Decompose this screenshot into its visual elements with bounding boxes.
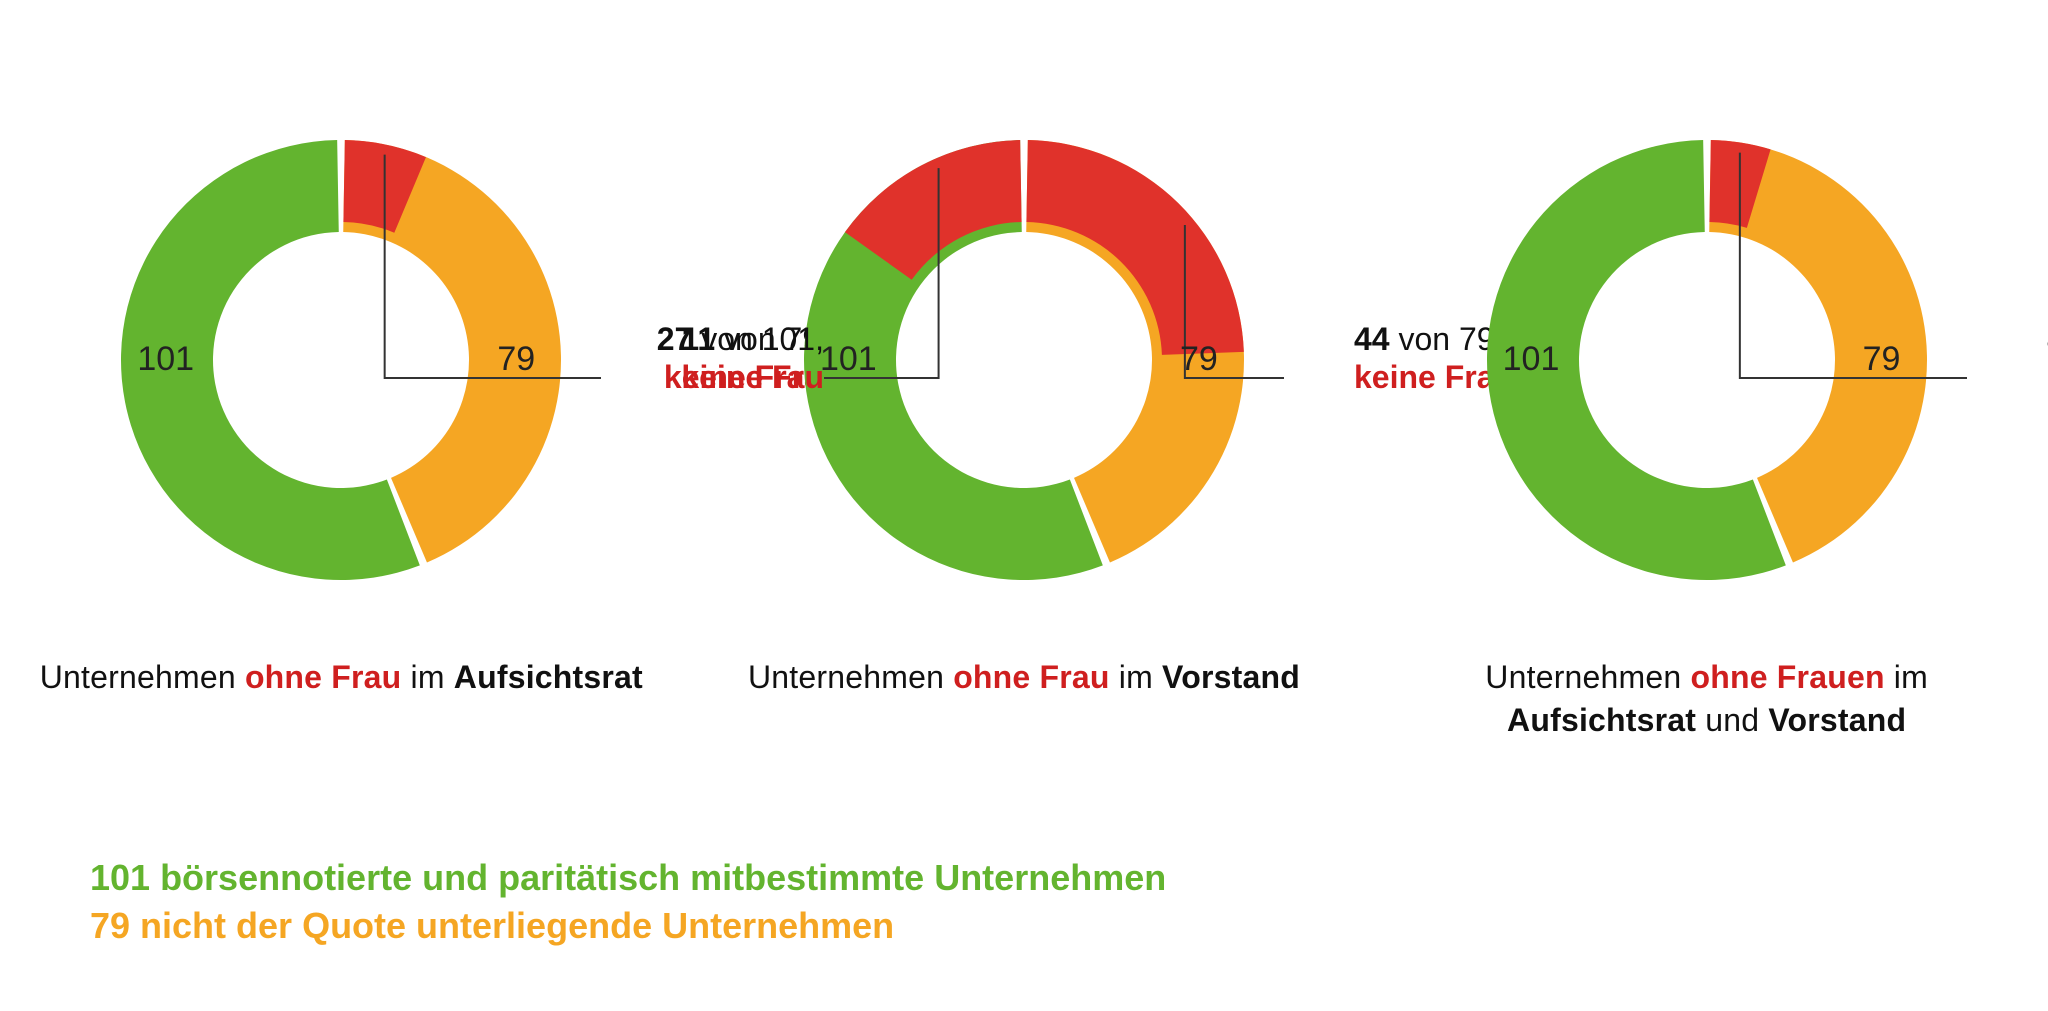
legend-line-green: 101 börsennotierte und paritätisch mitbe… [90, 854, 1166, 903]
caption-red: ohne Frau [245, 659, 401, 695]
caption-text: im [1885, 659, 1928, 695]
value-label-right: 79 [497, 340, 535, 379]
chart-vorstand: 1017927 von 101,keine Frau44 von 79,kein… [714, 100, 1334, 800]
infographic-page: 1017911 von 79,keine FrauUnternehmen ohn… [0, 0, 2048, 1011]
segment-red-right [1026, 140, 1243, 355]
chart-both: 101798 von 79,keine FrauUnternehmen ohne… [1397, 100, 2017, 800]
caption-red: ohne Frau [953, 659, 1109, 695]
chart-caption: Unternehmen ohne Frau im Vorstand [748, 656, 1300, 699]
callout: 27 von 101,keine Frau [657, 320, 824, 397]
donut-wrap: 101798 von 79,keine Frau [1447, 100, 1967, 620]
legend: 101 börsennotierte und paritätisch mitbe… [90, 854, 1166, 951]
caption-text: und [1696, 702, 1768, 738]
callout-rest: von 101, [692, 321, 824, 357]
caption-text: im [401, 659, 453, 695]
caption-text: Unternehmen [1485, 659, 1690, 695]
value-label-left: 101 [1503, 340, 1560, 379]
callout-keine-frau: keine Frau [657, 358, 824, 396]
caption-red: ohne Frauen [1690, 659, 1884, 695]
chart-aufsichtsrat: 1017911 von 79,keine FrauUnternehmen ohn… [31, 100, 651, 800]
caption-bold: Aufsichtsrat [454, 659, 643, 695]
chart-caption: Unternehmen ohne Frauen im Aufsichtsrat … [1397, 656, 2017, 742]
legend-line-orange: 79 nicht der Quote unterliegende Unterne… [90, 902, 1166, 951]
chart-caption: Unternehmen ohne Frau im Aufsichtsrat [40, 656, 643, 699]
value-label-right: 79 [1180, 340, 1218, 379]
caption-bold: Vorstand [1162, 659, 1300, 695]
caption-text: Unternehmen [748, 659, 953, 695]
value-label-left: 101 [137, 340, 194, 379]
value-label-left: 101 [820, 340, 877, 379]
donut-wrap: 1017927 von 101,keine Frau44 von 79,kein… [764, 100, 1284, 620]
caption-text: im [1110, 659, 1162, 695]
value-label-right: 79 [1863, 340, 1901, 379]
caption-bold: Vorstand [1768, 702, 1906, 738]
caption-bold: Aufsichtsrat [1507, 702, 1696, 738]
caption-text: Unternehmen [40, 659, 245, 695]
donut-wrap: 1017911 von 79,keine Frau [81, 100, 601, 620]
charts-row: 1017911 von 79,keine FrauUnternehmen ohn… [0, 100, 2048, 800]
callout-number: 27 [657, 321, 693, 357]
callout-number: 44 [1354, 321, 1390, 357]
